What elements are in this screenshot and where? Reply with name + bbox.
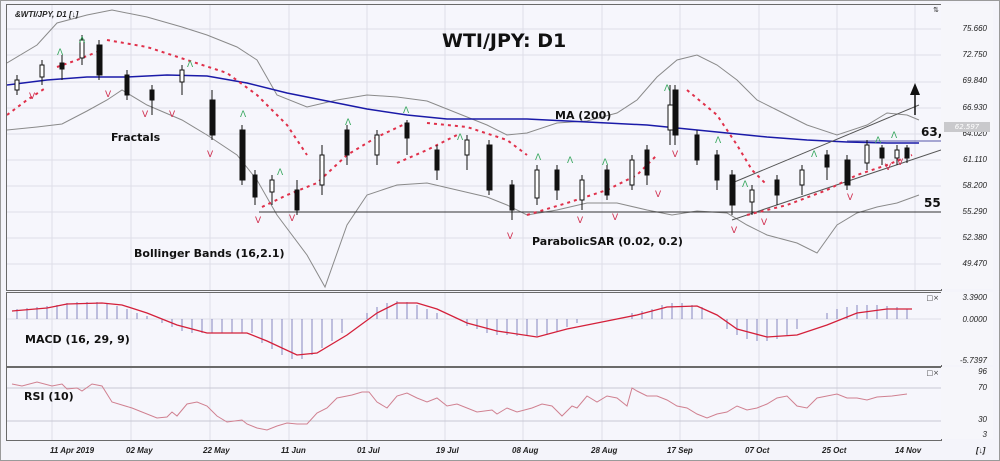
svg-text:V: V [577, 216, 584, 226]
rsi-axis: 96 70 30 3 [941, 367, 993, 439]
svg-text:Λ: Λ [535, 153, 542, 163]
svg-text:V: V [885, 163, 892, 173]
corner-scroll-button[interactable]: [↓] [976, 446, 986, 455]
date-tick: 17 Sep [667, 446, 693, 455]
svg-text:V: V [142, 110, 149, 120]
macd-label: MACD (16, 29, 9) [25, 333, 130, 346]
price-tick: 72.750 [962, 50, 987, 59]
macd-plot [7, 293, 941, 366]
date-tick: 07 Oct [745, 446, 770, 455]
chart-title: WTI/JPY: D1 [442, 30, 567, 52]
macd-tick: 0.0000 [962, 315, 987, 324]
svg-text:Λ: Λ [602, 158, 609, 168]
svg-text:V: V [507, 232, 514, 242]
rsi-tick: 70 [978, 383, 987, 392]
date-tick: 08 Aug [512, 446, 539, 455]
date-tick: 22 May [203, 446, 230, 455]
price-tick: 49.470 [962, 259, 987, 268]
svg-text:V: V [289, 214, 296, 224]
rsi-label: RSI (10) [24, 390, 74, 403]
price-tick: 61.110 [963, 155, 987, 164]
macd-tick: 3.3900 [962, 293, 987, 302]
svg-text:V: V [761, 218, 768, 228]
bollinger-label: Bollinger Bands (16,2.1) [134, 247, 285, 260]
svg-text:V: V [655, 190, 662, 200]
macd-axis: 3.3900 0.0000 -5.7397 [941, 292, 993, 365]
date-tick: 25 Oct [822, 446, 847, 455]
fractals-label: Fractals [111, 131, 161, 144]
svg-text:Λ: Λ [567, 156, 574, 166]
svg-text:Λ: Λ [240, 110, 247, 120]
svg-text:Λ: Λ [457, 133, 464, 143]
date-tick: 11 Jun [281, 446, 306, 455]
svg-text:V: V [169, 110, 176, 120]
date-tick: 28 Aug [591, 446, 618, 455]
rsi-tick: 30 [978, 415, 987, 424]
price-tick: 58.200 [962, 181, 987, 190]
svg-text:V: V [672, 150, 679, 160]
price-tick: 52.380 [962, 233, 987, 242]
svg-text:Λ: Λ [277, 168, 284, 178]
svg-text:Λ: Λ [875, 136, 882, 146]
symbol-label: &WTI/JPY, D1 [↓] [15, 10, 79, 19]
svg-text:Λ: Λ [742, 180, 749, 190]
svg-text:V: V [847, 193, 854, 203]
price-tick: 69.840 [962, 76, 987, 85]
svg-text:Λ: Λ [57, 48, 64, 58]
svg-text:Λ: Λ [187, 60, 194, 70]
price-axis[interactable]: 75.660 72.750 69.840 66.930 64.020 61.11… [941, 4, 993, 289]
svg-text:Λ: Λ [345, 118, 352, 128]
rsi-tick: 96 [978, 367, 987, 376]
price-plot: ΛΛ ΛΛ ΛΛ ΛΛ ΛΛ ΛΛ ΛΛ ΛΛ Λ VV VV VV VV VV… [7, 5, 941, 290]
svg-text:V: V [612, 213, 619, 223]
pane-scroll-icon[interactable]: ⇅ [933, 6, 939, 14]
svg-text:V: V [255, 216, 262, 226]
date-tick: 19 Jul [436, 446, 459, 455]
ma-label: MA (200) [555, 109, 612, 122]
price-tick: 66.930 [962, 103, 987, 112]
svg-text:Λ: Λ [715, 136, 722, 146]
macd-pane[interactable]: MACD (16, 29, 9) □× [6, 292, 942, 367]
rsi-tick: 3 [982, 430, 987, 439]
price-tick: 64.020 [962, 129, 987, 138]
svg-text:V: V [731, 226, 738, 236]
svg-text:Λ: Λ [811, 150, 818, 160]
date-tick: 14 Nov [895, 446, 922, 455]
rsi-pane-controls[interactable]: □× [926, 369, 939, 377]
svg-text:V: V [897, 158, 904, 168]
date-tick: 02 May [126, 446, 153, 455]
price-tick: 55.290 [962, 207, 987, 216]
svg-text:V: V [207, 150, 214, 160]
support-label: 55 [924, 196, 941, 210]
macd-tick: -5.7397 [959, 356, 987, 365]
svg-text:V: V [105, 90, 112, 100]
macd-pane-controls[interactable]: □× [926, 294, 939, 302]
svg-text:Λ: Λ [79, 36, 86, 46]
date-tick: 01 Jul [357, 446, 380, 455]
price-tick: 75.660 [962, 24, 987, 33]
svg-text:V: V [29, 92, 36, 102]
current-price-label: 62.597 [944, 122, 990, 132]
svg-text:Λ: Λ [664, 84, 671, 94]
rsi-plot [7, 368, 941, 440]
date-tick: 11 Apr 2019 [50, 446, 95, 455]
svg-text:Λ: Λ [403, 106, 410, 116]
rsi-pane[interactable]: RSI (10) □× [6, 367, 942, 441]
parabolic-sar-label: ParabolicSAR (0.02, 0.2) [532, 235, 683, 248]
svg-text:Λ: Λ [891, 131, 898, 141]
